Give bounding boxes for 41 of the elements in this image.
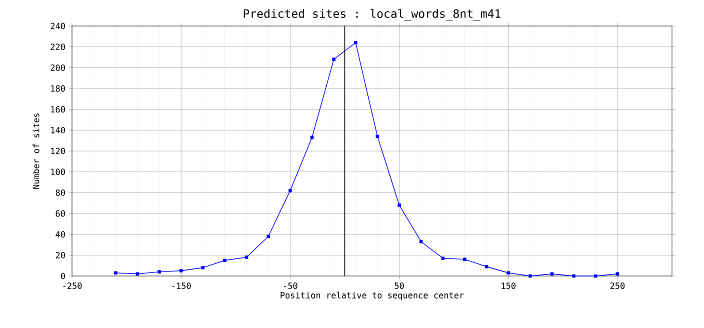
point (179, 269, 183, 272)
point (441, 256, 445, 260)
x-tick-label: -150 (172, 282, 191, 289)
x-tick-label: -50 (284, 282, 298, 289)
point (223, 258, 226, 262)
y-axis-title: Number of sites (32, 113, 40, 189)
y-tick-label: 80 (56, 189, 65, 196)
point (572, 274, 576, 278)
y-tick-label: 200 (50, 64, 65, 71)
y-tick-label: 20 (56, 252, 65, 258)
point (484, 264, 488, 268)
point (594, 274, 598, 278)
point (201, 266, 205, 270)
point (463, 258, 466, 261)
point (114, 271, 118, 275)
y-tick-label: 240 (50, 22, 65, 30)
point (288, 188, 292, 192)
x-tick-label: 250 (610, 282, 625, 289)
point (158, 270, 161, 274)
x-axis-title: Position relative to sequence center (280, 292, 464, 300)
x-tick-label: 50 (394, 282, 404, 289)
x-tick-label: 150 (502, 282, 516, 289)
y-tick-label: 160 (51, 106, 65, 113)
x-tick-label: -250 (63, 282, 82, 289)
y-tick-label: 180 (51, 85, 65, 92)
chart-title: Predicted sites : local_words_8nt_m41 (244, 8, 500, 20)
point (506, 271, 510, 275)
point (332, 58, 336, 61)
y-tick-label: 0 (60, 272, 65, 280)
y-tick-label: 220 (50, 44, 65, 50)
point (419, 240, 423, 244)
point (398, 204, 401, 207)
y-tick-label: 140 (51, 126, 65, 134)
y-tick-label: 40 (56, 231, 65, 238)
point (528, 274, 532, 278)
point (354, 41, 358, 44)
point (244, 256, 248, 259)
y-tick-label: 100 (51, 168, 65, 176)
y-tick-label: 120 (51, 148, 65, 154)
point (266, 234, 270, 238)
y-tick-label: 60 (56, 210, 65, 217)
